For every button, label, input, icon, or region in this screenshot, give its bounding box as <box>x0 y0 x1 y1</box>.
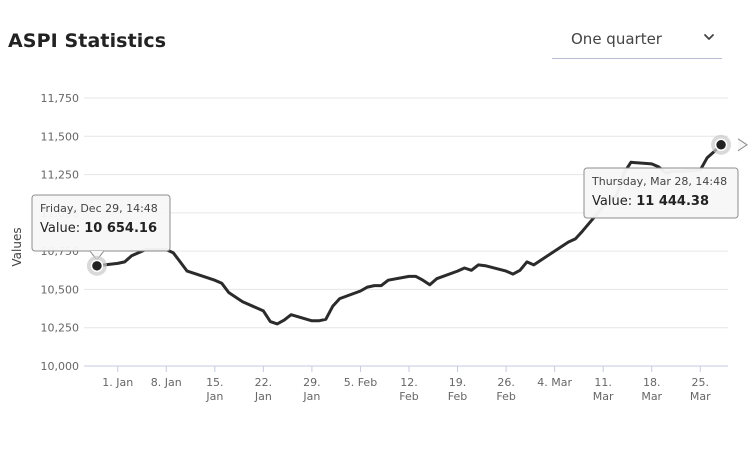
x-tick-label: 19. Feb <box>448 376 467 403</box>
x-tick-label: 15. Jan <box>205 376 223 403</box>
x-tick-label: 12. Feb <box>399 376 418 403</box>
header: ASPI Statistics One quarter <box>0 0 750 70</box>
x-tick-label: 26. Feb <box>496 376 515 403</box>
x-tick-label: 29. Jan <box>302 376 320 403</box>
y-tick-label: 10,250 <box>41 322 80 335</box>
y-axis-label: Values <box>10 227 24 266</box>
x-tick-label: 8. Jan <box>151 376 182 389</box>
y-tick-label: 11,500 <box>41 130 80 143</box>
data-point-marker[interactable] <box>714 138 728 152</box>
page-title: ASPI Statistics <box>8 30 167 52</box>
line-chart[interactable]: 10,00010,25010,50010,75011,00011,25011,5… <box>0 70 750 451</box>
y-tick-label: 10,000 <box>41 360 80 373</box>
tooltip: Friday, Dec 29, 14:48 Value: 10 654.16 <box>31 194 171 276</box>
x-tick-label: 22. Jan <box>254 376 272 403</box>
tooltip-header: Friday, Dec 29, 14:48 <box>40 202 158 215</box>
y-tick-label: 11,750 <box>41 92 80 105</box>
x-tick-label: 25. Mar <box>690 376 711 403</box>
tooltip-box <box>583 167 739 219</box>
period-select[interactable]: One quarter <box>552 22 722 59</box>
tooltip: Thursday, Mar 28, 14:48 Value: 11 444.38 <box>583 134 748 219</box>
chart-container: 10,00010,25010,50010,75011,00011,25011,5… <box>0 70 750 451</box>
chevron-down-icon <box>704 34 714 40</box>
data-point-marker[interactable] <box>90 259 104 273</box>
y-tick-label: 11,250 <box>41 169 80 182</box>
tooltip-pointer <box>737 138 748 152</box>
x-tick-label: 4. Mar <box>537 376 572 389</box>
x-tick-label: 18. Mar <box>641 376 662 403</box>
tooltip-value: Value: 10 654.16 <box>40 221 157 236</box>
y-tick-label: 10,500 <box>41 283 80 296</box>
period-select-value: One quarter <box>571 30 662 48</box>
tooltip-value: Value: 11 444.38 <box>592 194 709 209</box>
x-tick-label: 11. Mar <box>593 376 614 403</box>
tooltip-header: Thursday, Mar 28, 14:48 <box>591 175 727 188</box>
x-tick-label: 1. Jan <box>102 376 133 389</box>
x-tick-label: 5. Feb <box>344 376 377 389</box>
